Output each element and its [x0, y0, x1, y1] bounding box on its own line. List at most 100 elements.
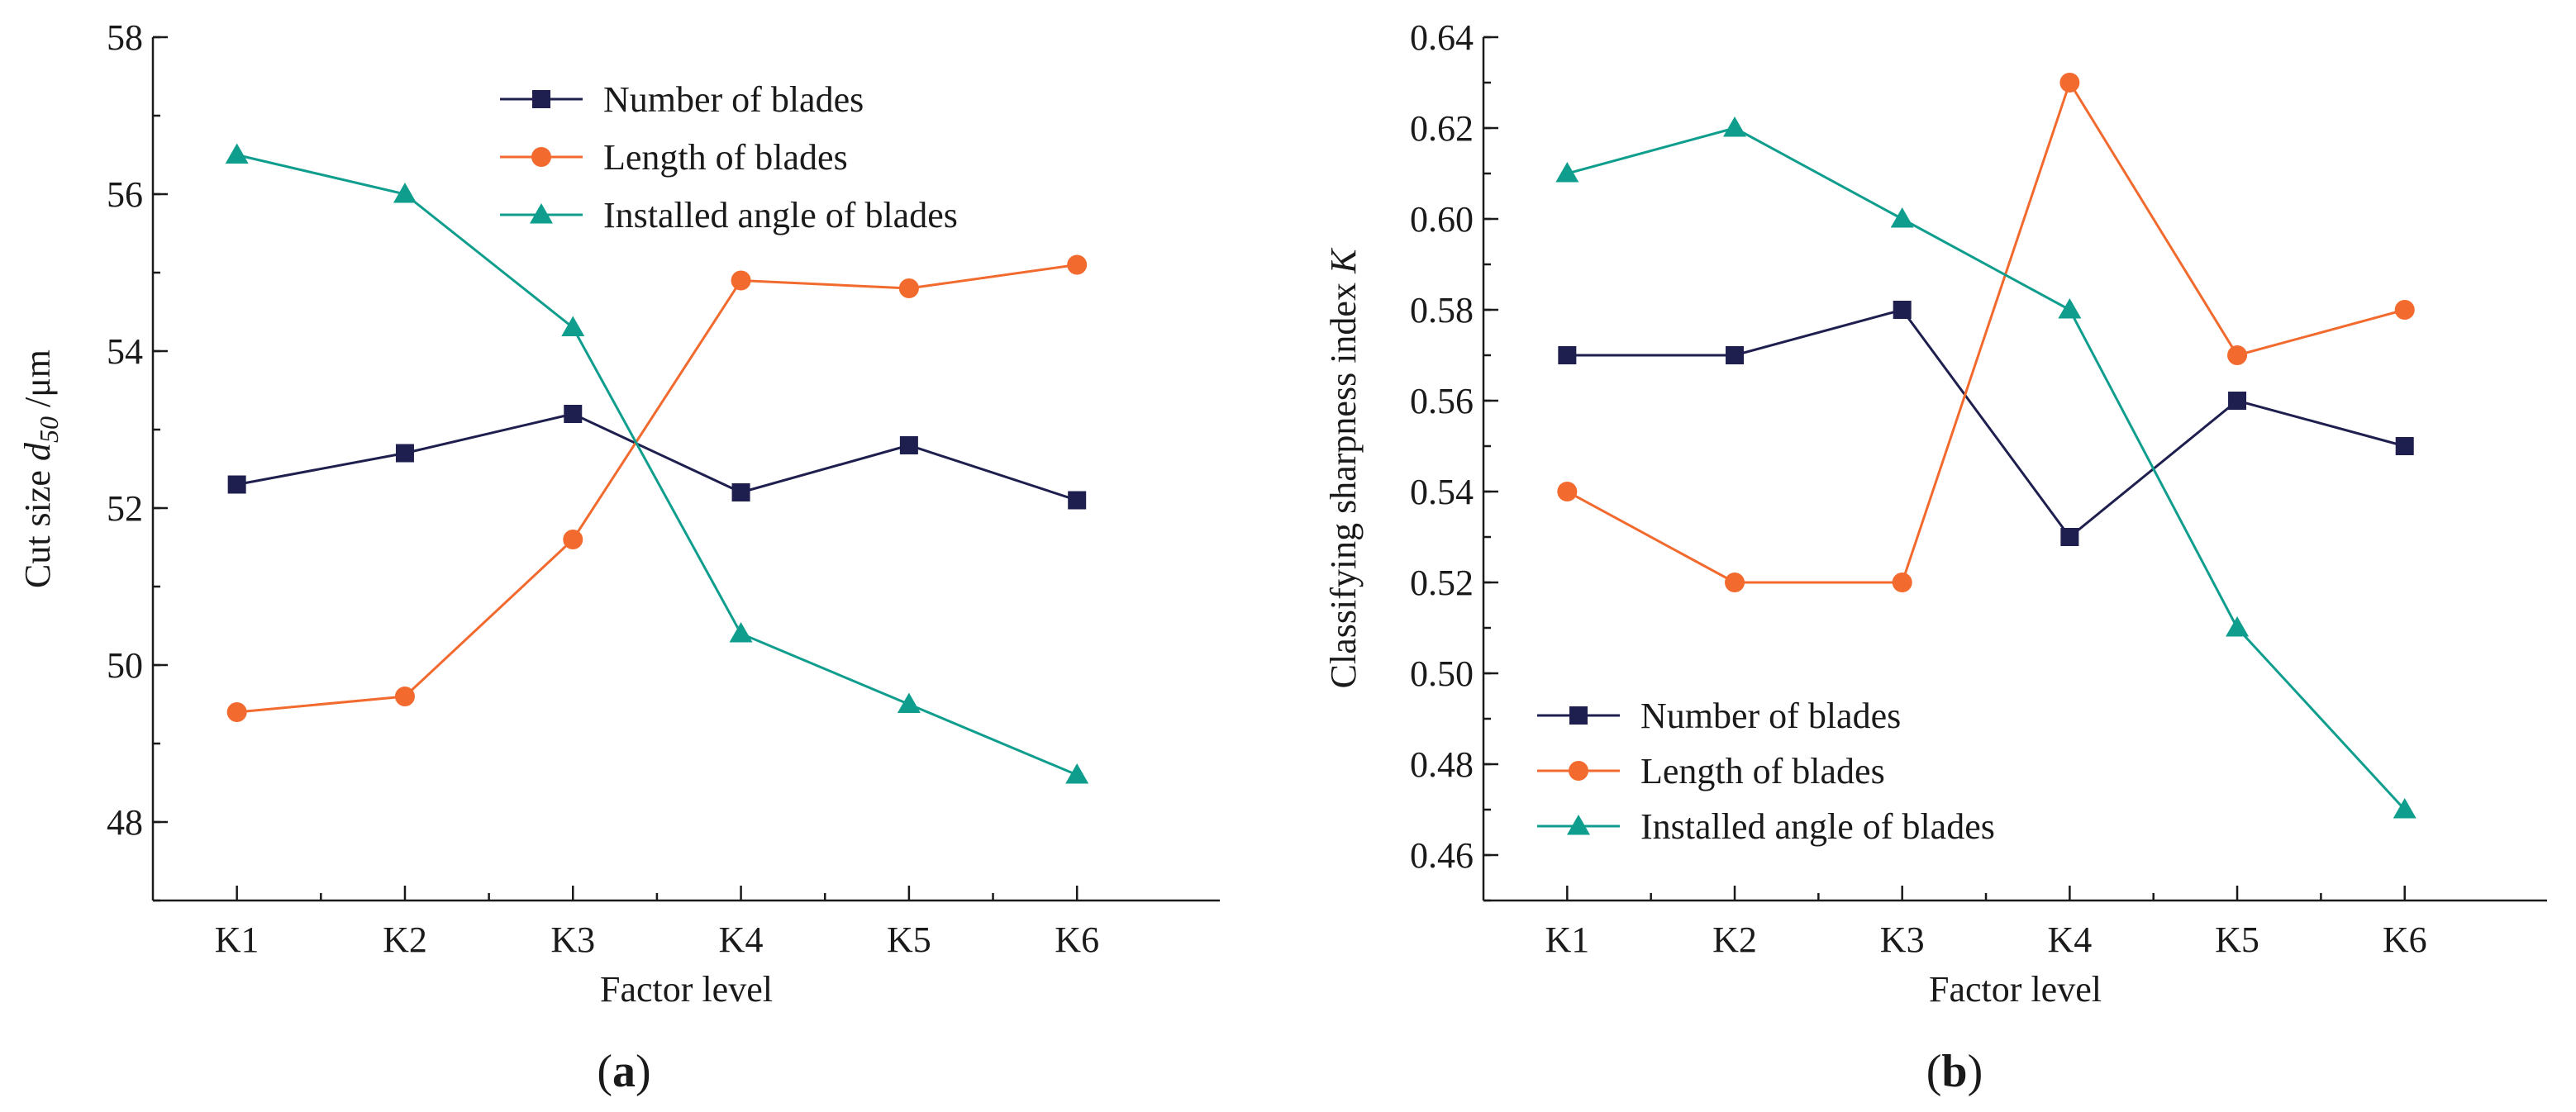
data-point	[1893, 301, 1912, 319]
y-axis-title-suffix: /μm	[17, 349, 58, 416]
data-point	[393, 183, 417, 203]
legend-label: Number of blades	[1640, 696, 1901, 736]
data-point	[2060, 528, 2079, 546]
series-line	[1567, 308, 2406, 539]
data-point	[226, 702, 247, 722]
data-point	[729, 622, 753, 643]
data-point	[1068, 491, 1087, 510]
panel-label-close: )	[636, 1046, 651, 1097]
data-point	[731, 483, 750, 501]
x-tick-label: K1	[1545, 920, 1589, 960]
legend-marker	[1569, 761, 1588, 781]
panel-label-open: (	[1926, 1046, 1942, 1097]
x-tick-label: K2	[383, 920, 427, 960]
x-tick-label: K4	[2047, 920, 2092, 960]
y-axis-title-prefix: Classifying sharpness index	[1323, 273, 1364, 688]
panel-label-letter: b	[1941, 1046, 1967, 1097]
y-axis-title-symbol: d	[17, 442, 58, 461]
y-tick-label: 0.62	[1410, 108, 1474, 149]
y-tick-label: 56	[107, 174, 143, 215]
data-point	[563, 530, 583, 549]
y-tick-label: 48	[107, 802, 143, 843]
panel-label: (a)	[597, 1046, 650, 1097]
legend-label: Number of blades	[603, 79, 864, 120]
y-axis-title: Classifying sharpness index K	[1323, 247, 1364, 688]
data-point	[2395, 437, 2414, 455]
y-tick-label: 0.60	[1410, 199, 1474, 240]
legend-label: Length of blades	[1640, 751, 1885, 791]
data-point	[395, 444, 414, 463]
data-point	[564, 405, 583, 423]
legend-marker	[1567, 815, 1590, 835]
y-axis-title-prefix: Cut size	[17, 461, 58, 588]
chart-panel-b: 0.46 0.48 0.50 0.52 0.54 0.56 0.58 0.60 0.62 0.64…	[1323, 17, 2547, 1097]
data-point	[897, 692, 921, 713]
y-tick-label: 0.52	[1410, 563, 1474, 603]
x-tick-label: K5	[2215, 920, 2259, 960]
data-point	[561, 316, 585, 336]
series-line	[1566, 79, 2406, 584]
data-point	[225, 143, 249, 164]
y-axis-title-symbol: K	[1323, 247, 1364, 274]
legend-label: Installed angle of blades	[1640, 806, 1995, 847]
data-point	[731, 270, 751, 291]
data-point	[227, 475, 246, 494]
data-point	[2394, 300, 2415, 320]
data-point	[898, 278, 919, 298]
y-tick-label: 0.64	[1410, 17, 1474, 58]
data-point	[1067, 254, 1088, 275]
series-line	[236, 412, 1078, 501]
x-tick-label: K5	[887, 920, 931, 960]
legend-marker	[532, 90, 550, 108]
panel-label-open: (	[597, 1046, 612, 1097]
y-tick-label: 52	[107, 488, 143, 529]
data-point	[2058, 298, 2082, 319]
data-point	[2227, 345, 2248, 365]
x-tick-label: K6	[2383, 920, 2427, 960]
legend-label: Length of blades	[603, 137, 848, 178]
x-tick-label: K3	[1880, 920, 1925, 960]
data-point	[899, 436, 918, 454]
panel-label-close: )	[1968, 1046, 1983, 1097]
data-point	[394, 687, 415, 706]
y-tick-label: 58	[107, 17, 143, 58]
y-tick-label: 0.56	[1410, 381, 1474, 421]
legend-marker	[531, 147, 551, 167]
data-point	[1555, 162, 1579, 183]
data-point	[1725, 573, 1745, 592]
panel-label: (b)	[1926, 1046, 1983, 1097]
x-tick-label: K6	[1055, 920, 1099, 960]
data-point	[2226, 616, 2250, 637]
y-tick-label: 54	[107, 331, 143, 372]
y-tick-label: 50	[107, 645, 143, 686]
y-tick-label: 0.46	[1410, 835, 1474, 876]
series-line	[236, 154, 1078, 777]
data-point	[1892, 573, 1912, 592]
x-axis-title: Factor level	[1929, 969, 2102, 1010]
legend-marker	[1569, 706, 1588, 725]
y-axis-title: Cut size d50 /μm	[17, 349, 64, 588]
data-point	[2228, 392, 2247, 410]
y-tick-label: 0.58	[1410, 290, 1474, 330]
data-point	[2059, 73, 2080, 93]
chart-panel-a: 48 50 52 54 56 58 K1 K2 K3 K4 K5 K6 Factor level Cut …	[17, 17, 1220, 1097]
x-tick-label: K2	[1712, 920, 1757, 960]
data-point	[1065, 763, 1089, 784]
series-line	[1566, 126, 2406, 811]
y-tick-label: 0.50	[1410, 653, 1474, 694]
data-point	[1723, 116, 1747, 137]
data-point	[1726, 346, 1745, 364]
y-tick-label: 0.54	[1410, 472, 1474, 512]
legend-marker	[530, 203, 553, 224]
legend-label: Installed angle of blades	[603, 195, 958, 235]
panel-label-letter: a	[612, 1046, 636, 1097]
series-line	[236, 264, 1078, 714]
x-tick-label: K1	[215, 920, 260, 960]
x-tick-label: K3	[550, 920, 595, 960]
data-point	[1558, 346, 1577, 364]
x-tick-label: K4	[719, 920, 764, 960]
y-axis-title-subscript: 50	[34, 416, 64, 443]
y-tick-label: 0.48	[1410, 744, 1474, 785]
x-axis-title: Factor level	[600, 969, 773, 1010]
